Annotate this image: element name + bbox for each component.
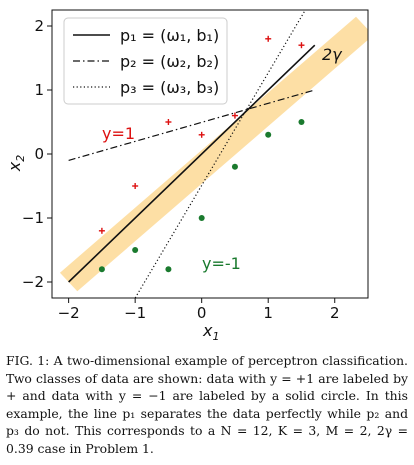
figure-caption: FIG. 1: A two-dimensional example of per… bbox=[6, 353, 408, 456]
y-tick-label: 0 bbox=[34, 145, 44, 163]
y-tick-label: 2 bbox=[34, 17, 44, 35]
class-label-positive: y=1 bbox=[102, 124, 135, 143]
x-tick-label: 0 bbox=[197, 304, 207, 322]
x-axis-label-sub: 1 bbox=[212, 330, 219, 343]
gamma-label: 2γ bbox=[322, 45, 343, 64]
margin-band bbox=[59, 16, 368, 292]
data-point-circle bbox=[98, 266, 105, 273]
x-axis-label: x1 bbox=[202, 321, 219, 343]
x-tick-label: −2 bbox=[58, 304, 80, 322]
axis-ticks: −2 −1 0 1 2 −2 −1 0 1 2 bbox=[22, 17, 340, 322]
x-axis-label-base: x bbox=[202, 321, 213, 340]
y-tick-label: −2 bbox=[22, 273, 44, 291]
class-label-negative: y=-1 bbox=[202, 254, 241, 273]
x-tick-label: 1 bbox=[263, 304, 273, 322]
y-axis-label: x2 bbox=[5, 155, 27, 172]
data-points bbox=[98, 35, 305, 273]
y-axis-label-base: x bbox=[5, 161, 24, 172]
x-tick-label: 2 bbox=[330, 304, 340, 322]
legend-label-p3: p₃ = (ω₃, b₃) bbox=[120, 78, 219, 97]
data-point-circle bbox=[298, 119, 305, 125]
separator-line-p2 bbox=[68, 89, 315, 161]
y-tick-label: 1 bbox=[34, 81, 44, 99]
data-point-plus bbox=[231, 112, 238, 119]
data-point-plus bbox=[98, 227, 105, 234]
y-tick-label: −1 bbox=[22, 209, 44, 227]
data-point-circle bbox=[165, 266, 172, 273]
data-point-circle bbox=[132, 247, 139, 253]
data-point-plus bbox=[165, 119, 172, 125]
data-point-plus bbox=[265, 35, 272, 42]
separator-line-p1 bbox=[68, 44, 316, 283]
data-point-circle bbox=[265, 131, 272, 138]
plot-area bbox=[59, 10, 368, 298]
data-point-plus bbox=[132, 183, 139, 189]
data-point-plus bbox=[298, 42, 305, 49]
data-point-circle bbox=[231, 163, 238, 170]
separator-line-p3 bbox=[134, 10, 307, 298]
data-point-circle bbox=[198, 215, 205, 221]
y-axis-label-sub: 2 bbox=[14, 155, 27, 162]
legend-box bbox=[63, 17, 228, 105]
legend-label-p1: p₁ = (ω₁, b₁) bbox=[120, 26, 219, 45]
legend: p₁ = (ω₁, b₁) p₂ = (ω₂, b₂) p₃ = (ω₃, b₃… bbox=[63, 17, 228, 105]
x-tick-label: −1 bbox=[124, 304, 146, 322]
legend-label-p2: p₂ = (ω₂, b₂) bbox=[120, 52, 219, 71]
data-point-plus bbox=[198, 131, 205, 138]
